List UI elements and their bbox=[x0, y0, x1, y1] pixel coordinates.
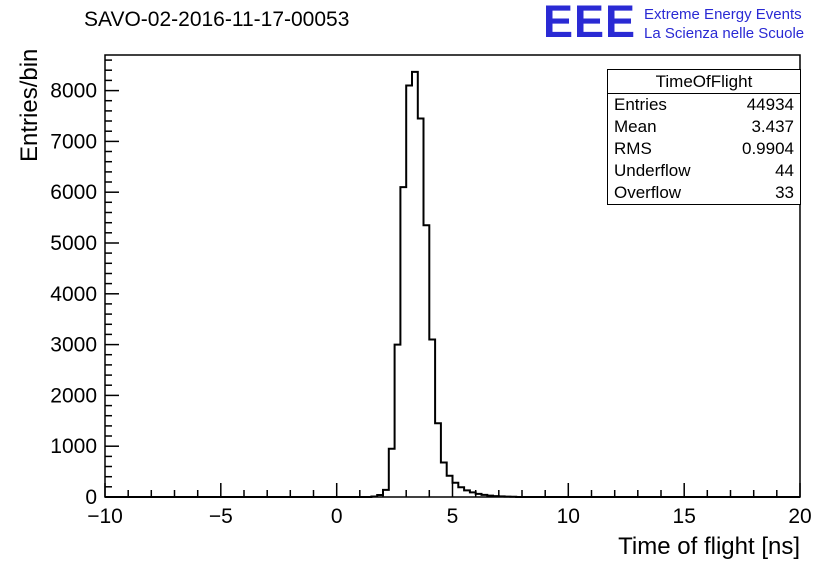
stats-label: Entries bbox=[614, 95, 667, 114]
x-tick-label: 5 bbox=[447, 505, 459, 528]
stats-row-entries: Entries 44934 bbox=[608, 94, 800, 116]
y-tick-label: 5000 bbox=[50, 232, 97, 255]
eee-logo: EEE Extreme Energy Events La Scienza nel… bbox=[543, 0, 804, 44]
eee-logo-letters: EEE bbox=[543, 0, 637, 47]
stats-label: RMS bbox=[614, 139, 652, 158]
x-axis-title: Time of flight [ns] bbox=[618, 533, 800, 560]
stats-row-mean: Mean 3.437 bbox=[608, 116, 800, 138]
stats-row-underflow: Underflow 44 bbox=[608, 160, 800, 182]
stats-label: Mean bbox=[614, 117, 657, 136]
x-tick-label: 20 bbox=[788, 505, 811, 528]
stats-label: Underflow bbox=[614, 161, 691, 180]
y-tick-label: 2000 bbox=[50, 384, 97, 407]
stats-value: 3.437 bbox=[751, 117, 794, 136]
stats-value: 33 bbox=[775, 183, 794, 202]
x-tick-label: −5 bbox=[209, 505, 233, 528]
y-tick-label: 8000 bbox=[50, 80, 97, 103]
stats-box: TimeOfFlight Entries 44934 Mean 3.437 RM… bbox=[607, 69, 801, 205]
page-title: SAVO-02-2016-11-17-00053 bbox=[84, 8, 350, 31]
x-tick-label: −10 bbox=[87, 505, 123, 528]
stats-row-rms: RMS 0.9904 bbox=[608, 138, 800, 160]
stats-value: 44 bbox=[775, 161, 794, 180]
eee-logo-line1: Extreme Energy Events bbox=[644, 6, 802, 23]
stats-label: Overflow bbox=[614, 183, 682, 202]
stats-box-title: TimeOfFlight bbox=[608, 70, 800, 94]
eee-logo-text: Extreme Energy Events La Scienza nelle S… bbox=[644, 0, 804, 43]
x-tick-label: 10 bbox=[557, 505, 580, 528]
y-tick-label: 4000 bbox=[50, 283, 97, 306]
y-tick-label: 3000 bbox=[50, 334, 97, 357]
y-tick-label: 1000 bbox=[50, 435, 97, 458]
y-tick-label: 0 bbox=[85, 486, 97, 509]
eee-logo-line2: La Scienza nelle Scuole bbox=[644, 25, 805, 42]
stats-value: 0.9904 bbox=[742, 139, 794, 158]
histogram-line bbox=[105, 70, 800, 498]
x-tick-label: 0 bbox=[331, 505, 343, 528]
y-axis-title: Entries/bin bbox=[16, 48, 43, 162]
stats-row-overflow: Overflow 33 bbox=[608, 182, 800, 204]
y-tick-label: 6000 bbox=[50, 181, 97, 204]
y-tick-label: 7000 bbox=[50, 130, 97, 153]
x-tick-label: 15 bbox=[673, 505, 696, 528]
stats-value: 44934 bbox=[746, 95, 794, 114]
